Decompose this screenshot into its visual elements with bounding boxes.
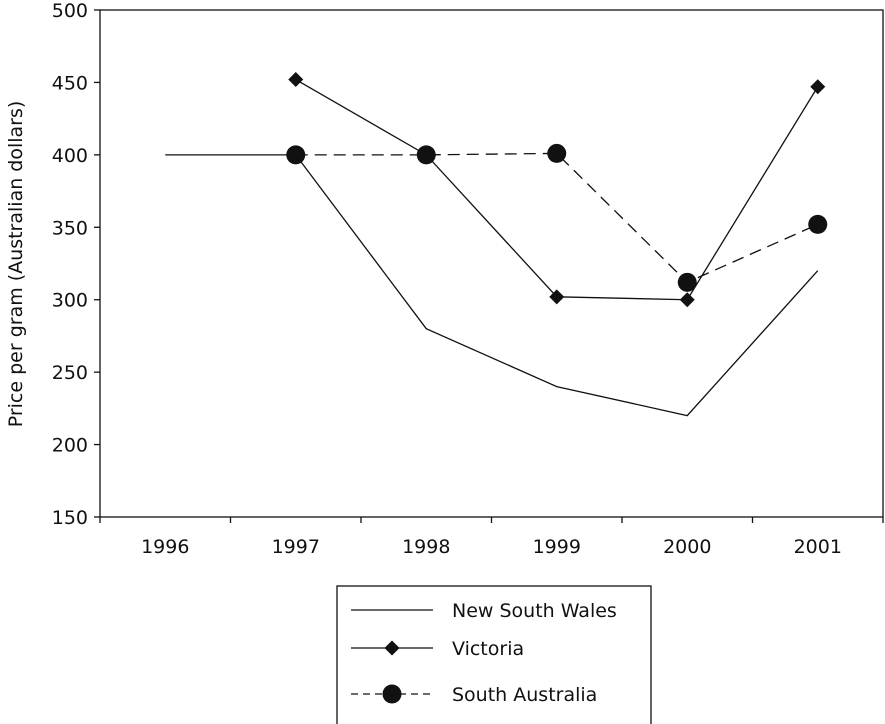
legend-item-south-australia: South Australia [351,684,597,706]
series-victoria [288,72,826,308]
y-tick-label: 200 [52,435,88,457]
data-point-south-australia [677,272,697,292]
data-point-south-australia [286,145,306,165]
data-point-south-australia [416,145,436,165]
legend-label: Victoria [452,638,524,660]
x-tick-label: 1998 [402,536,450,558]
series-line-new-south-wales [165,154,819,417]
y-tick-label: 450 [52,72,88,94]
plot-frame [99,9,884,518]
series-south-australia [286,143,828,292]
data-point-victoria [288,72,304,88]
x-tick-label: 1996 [141,536,189,558]
legend-item-victoria: Victoria [351,638,524,660]
series-line-south-australia [295,152,819,284]
y-tick-label: 300 [52,290,88,312]
legend-swatch-marker [384,640,400,656]
x-tick-label: 2001 [794,536,842,558]
y-tick-label: 400 [52,145,88,167]
plot-area: 150 200 250 300 350 400 450 500 1996 1997 1998 1999… [52,0,884,558]
x-tick-label: 2000 [663,536,711,558]
data-point-victoria [810,79,826,95]
legend-item-new-south-wales: New South Wales [351,600,617,622]
legend-swatch-marker [382,684,402,704]
series-new-south-wales [165,154,819,417]
data-point-victoria [679,292,695,308]
y-tick-label: 250 [52,362,88,384]
y-tick-label: 150 [52,507,88,529]
data-point-south-australia [547,143,567,163]
legend-label: New South Wales [452,600,617,622]
series-line-victoria [295,78,819,301]
y-tick-label: 500 [52,0,88,22]
y-tick-label: 350 [52,217,88,239]
y-axis-title: Price per gram (Australian dollars) [5,101,27,428]
data-point-south-australia [808,214,828,234]
legend: New South Wales Victoria South Australia [336,585,652,724]
data-point-victoria [549,289,565,305]
legend-label: South Australia [452,684,597,706]
x-tick-label: 1997 [272,536,320,558]
x-tick-label: 1999 [533,536,581,558]
